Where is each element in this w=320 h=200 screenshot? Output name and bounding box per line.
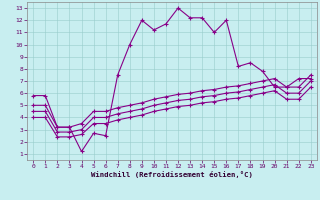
X-axis label: Windchill (Refroidissement éolien,°C): Windchill (Refroidissement éolien,°C) — [91, 171, 253, 178]
